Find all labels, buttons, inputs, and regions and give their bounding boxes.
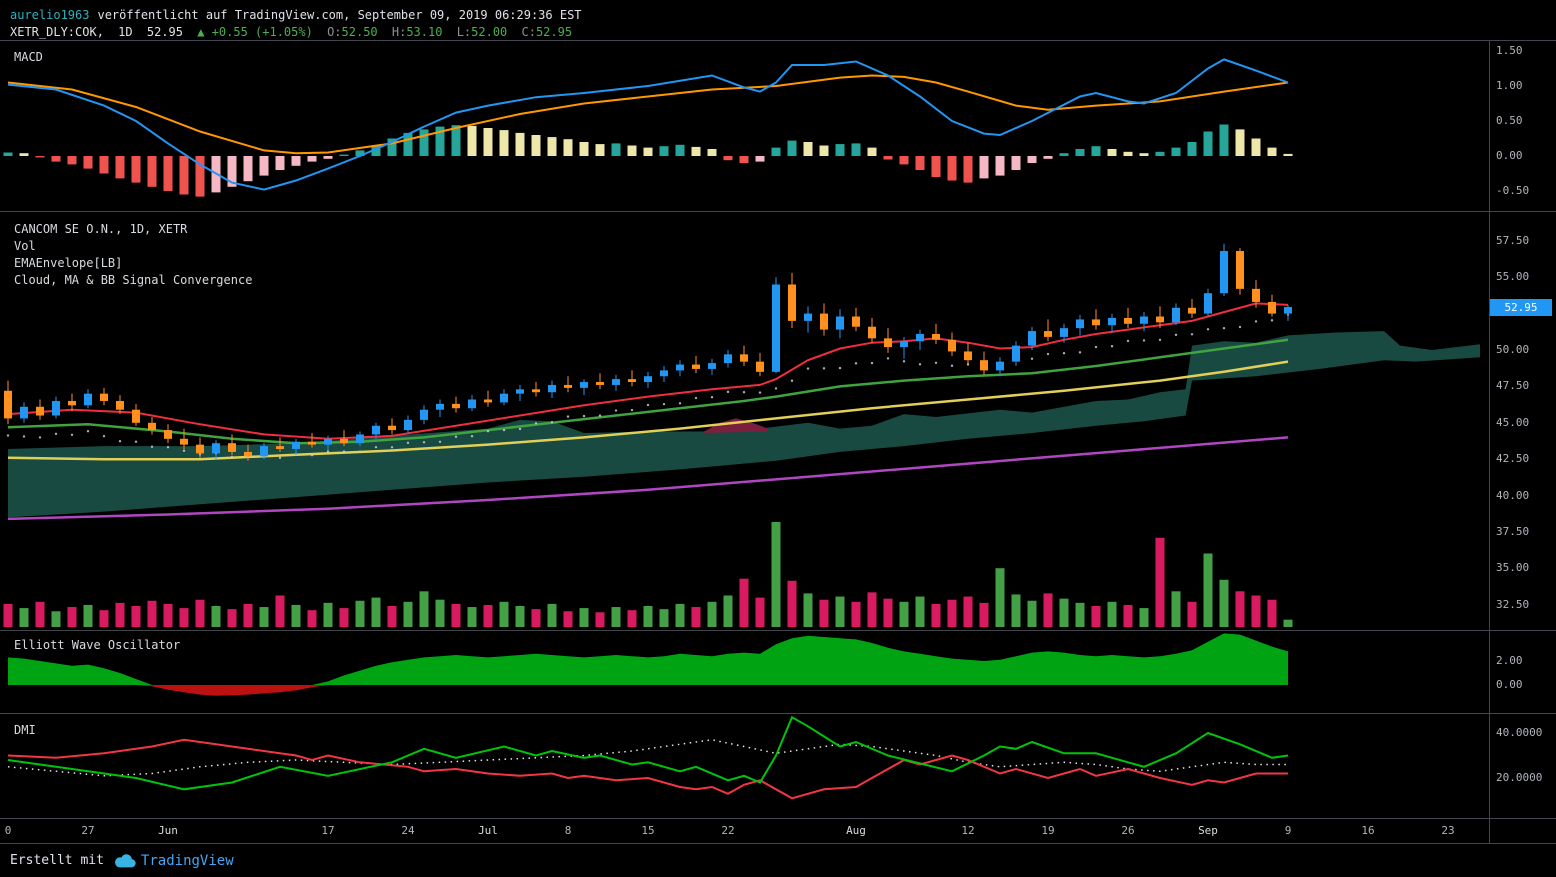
cloud-bear-patch xyxy=(704,418,768,433)
chart-header-line2: XETR_DLY:COK, 1D 52.95 ▲ +0.55 (+1.05%) … xyxy=(10,25,572,39)
time-axis-label: 16 xyxy=(1361,824,1375,837)
macd-signal-line xyxy=(7,74,1289,155)
ema-fast-red-line xyxy=(7,302,1289,440)
chart-header-line1: aurelio1963 veröffentlicht auf TradingVie… xyxy=(10,8,582,22)
time-axis-label: 23 xyxy=(1441,824,1455,837)
candlesticks xyxy=(4,243,1292,461)
time-axis-label: 17 xyxy=(321,824,335,837)
price-axis-label: 42.50 xyxy=(1496,452,1530,466)
chart-footer: Erstellt mit TradingView xyxy=(0,844,1556,877)
price-change-percent: (+1.05%) xyxy=(255,25,313,39)
macd-histogram xyxy=(3,124,1293,197)
volume-bars xyxy=(3,522,1293,627)
price-axis-label: 55.00 xyxy=(1496,270,1530,284)
high-value: 53.10 xyxy=(406,25,443,39)
last-price-text: 52.95 xyxy=(146,25,183,39)
price-axis-label: 0.00 xyxy=(1496,149,1523,162)
price-axis-label: 0.00 xyxy=(1496,678,1523,691)
symbol-name: XETR_DLY:COK, xyxy=(10,25,104,39)
time-axis-label: 9 xyxy=(1284,824,1292,837)
time-axis-label: 8 xyxy=(564,824,572,837)
price-axis-label: 40.00 xyxy=(1496,488,1530,502)
price-axis-label: 37.50 xyxy=(1496,525,1530,538)
price-change: +0.55 xyxy=(211,25,248,39)
price-axis-label: 50.00 xyxy=(1496,343,1530,356)
volume-indicator-title[interactable]: Vol xyxy=(14,239,36,253)
ewo-area xyxy=(8,633,1288,696)
price-axis-label: 2.00 xyxy=(1496,654,1523,667)
price-axis-label: 47.50 xyxy=(1496,379,1530,393)
price-axis-label: 20.0000 xyxy=(1496,771,1543,784)
dmi-minus-di-line xyxy=(7,738,1288,800)
tradingview-logo-icon[interactable] xyxy=(114,853,136,868)
low-label: L: xyxy=(456,25,472,39)
time-axis[interactable]: 0 27 Jun 17 24 Jul 8 15 22 Aug 12 19 26 Sep 9 16 23 xyxy=(0,818,1489,843)
time-axis-label: 12 xyxy=(961,824,975,837)
time-axis-label: 27 xyxy=(81,824,95,837)
price-axis-label: 1.00 xyxy=(1496,79,1523,92)
time-axis-label: 26 xyxy=(1121,824,1135,837)
ewo-negative-area xyxy=(8,685,1288,696)
time-axis-label: 19 xyxy=(1041,824,1055,837)
interval-label: 1D xyxy=(118,25,133,39)
open-label: O: xyxy=(327,25,342,39)
signal-cloud xyxy=(8,331,1480,518)
author-username[interactable]: aurelio1963 xyxy=(10,8,90,22)
time-axis-label: Jul xyxy=(478,824,498,837)
sma-long-purple-line xyxy=(7,436,1289,521)
macd-indicator-title[interactable]: MACD xyxy=(14,50,43,64)
price-trail-dots xyxy=(6,313,1290,459)
time-axis-label: Sep xyxy=(1198,824,1218,837)
price-axis[interactable]: 1.50 1.00 0.50 0.00 -0.50 57.50 55.00 50.00 47.5… xyxy=(1490,0,1556,843)
change-arrow-icon: ▲ xyxy=(197,25,205,39)
time-axis-label: 15 xyxy=(641,824,655,837)
symbol-title[interactable]: CANCOM SE O.N., 1D, XETR xyxy=(14,222,188,236)
high-label: H: xyxy=(391,25,407,39)
price-axis-label: 57.50 xyxy=(1496,233,1530,247)
price-axis-label: 35.00 xyxy=(1496,561,1530,575)
ewo-indicator-title[interactable]: Elliott Wave Oscillator xyxy=(14,638,181,652)
time-axis-label: 0 xyxy=(4,824,12,837)
close-label: C: xyxy=(521,25,536,39)
price-axis-label: 32.50 xyxy=(1496,597,1530,611)
panel-separators xyxy=(0,40,1556,844)
time-axis-label: Jun xyxy=(158,824,178,837)
time-axis-label: 22 xyxy=(721,824,735,837)
published-info: veröffentlicht auf TradingView.com, Sept… xyxy=(97,8,582,22)
price-axis-label: 45.00 xyxy=(1496,415,1530,429)
price-axis-label: 40.0000 xyxy=(1496,726,1543,739)
tradingview-brand-text[interactable]: TradingView xyxy=(140,852,234,869)
dmi-adx-line xyxy=(7,739,1288,777)
dmi-plus-di-line xyxy=(7,715,1289,791)
ema-envelope-indicator-title[interactable]: EMAEnvelope[LB] xyxy=(14,256,123,270)
time-axis-label: 24 xyxy=(401,824,415,837)
macd-line xyxy=(7,58,1289,191)
time-axis-label: Aug xyxy=(846,824,866,837)
dmi-indicator-title[interactable]: DMI xyxy=(14,723,36,737)
price-axis-label: 1.50 xyxy=(1496,44,1523,57)
close-value: 52.95 xyxy=(535,25,573,39)
price-axis-label: 0.50 xyxy=(1496,114,1523,127)
ewo-positive-area xyxy=(8,633,1288,685)
price-axis-label: -0.50 xyxy=(1496,184,1530,197)
cloud-indicator-title[interactable]: Cloud, MA & BB Signal Convergence xyxy=(14,273,253,287)
open-value: 52.50 xyxy=(341,25,378,39)
last-price-label: 52.95 xyxy=(1490,298,1552,316)
created-with-text: Erstellt mit xyxy=(10,853,104,868)
low-value: 52.00 xyxy=(471,25,508,39)
ema-slow-green-line xyxy=(7,338,1289,445)
